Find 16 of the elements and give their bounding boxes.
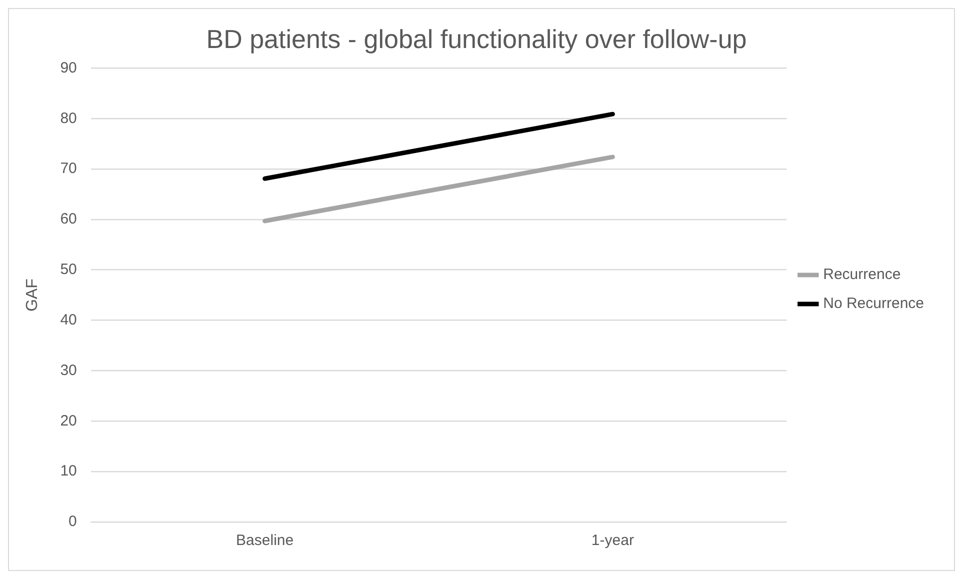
y-tick-label: 90 xyxy=(60,59,77,76)
y-tick-label: 40 xyxy=(60,311,77,328)
x-tick-label: Baseline xyxy=(236,532,294,550)
y-tick-label: 0 xyxy=(68,513,77,530)
y-tick-label: 70 xyxy=(60,160,77,178)
chart-title: BD patients - global functionality over follow-up xyxy=(206,24,747,54)
y-tick-label: 60 xyxy=(60,210,77,228)
y-axis-title: GAF xyxy=(24,278,42,312)
y-tick-label: 10 xyxy=(60,462,77,480)
x-tick-label: 1-year xyxy=(591,532,634,550)
legend-label: Recurrence xyxy=(823,266,901,284)
y-tick-label: 30 xyxy=(60,362,77,379)
y-tick-label: 20 xyxy=(60,412,77,430)
y-tick-label: 50 xyxy=(60,261,77,278)
legend-label: No Recurrence xyxy=(823,295,924,312)
y-tick-label: 80 xyxy=(60,110,77,127)
